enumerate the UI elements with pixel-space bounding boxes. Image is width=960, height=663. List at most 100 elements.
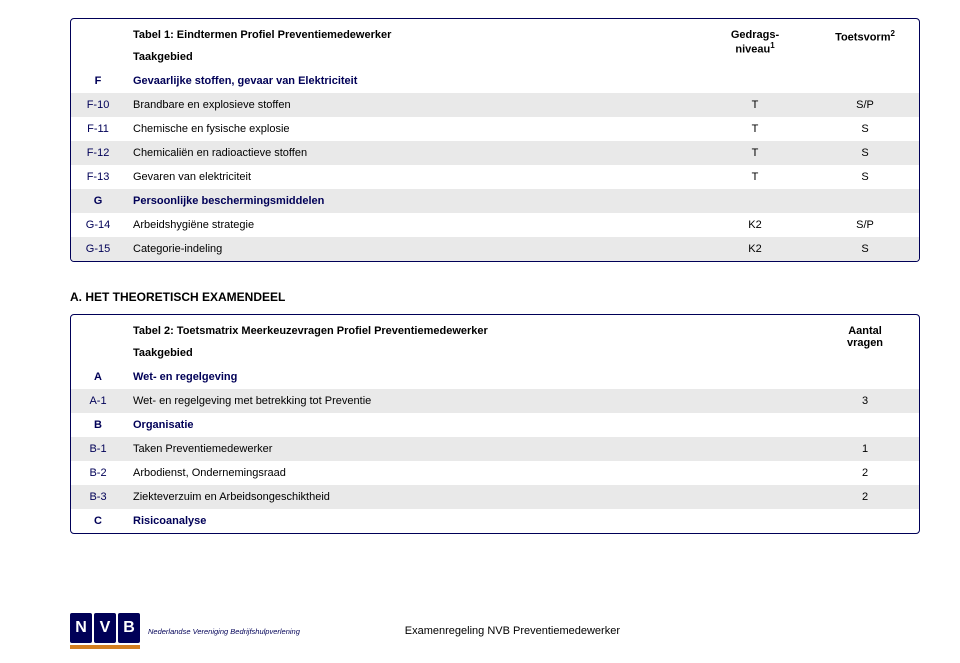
table1-row-desc: Categorie-indeling: [123, 237, 699, 261]
table1-row-code: F-13: [71, 165, 123, 189]
table1-title: Tabel 1: Eindtermen Profiel Preventiemed…: [133, 29, 691, 41]
table1-row-form: [809, 189, 919, 213]
table1-row-form: [809, 69, 919, 93]
table1-row-level: [699, 69, 809, 93]
logo-subtitle: Nederlandse Vereniging Bedrijfshulpverle…: [148, 627, 300, 636]
logo-letter-b: B: [118, 613, 140, 643]
table1-row-level: T: [699, 93, 809, 117]
table1-row-code: F-11: [71, 117, 123, 141]
table1-row-desc: Persoonlijke beschermingsmiddelen: [123, 189, 699, 213]
table1-row-desc: Chemicaliën en radioactieve stoffen: [123, 141, 699, 165]
table2-row-code: A: [71, 365, 123, 389]
table1: Tabel 1: Eindtermen Profiel Preventiemed…: [71, 19, 919, 261]
table1-row: G-14Arbeidshygiëne strategieK2S/P: [71, 213, 919, 237]
table1-row-level: [699, 189, 809, 213]
table1-row-desc: Chemische en fysische explosie: [123, 117, 699, 141]
table1-row: G-15Categorie-indelingK2S: [71, 237, 919, 261]
table2-row: B-3Ziekteverzuim en Arbeidsongeschikthei…: [71, 485, 919, 509]
table1-sup2: 2: [890, 29, 894, 38]
table2-title: Tabel 2: Toetsmatrix Meerkeuzevragen Pro…: [133, 325, 801, 337]
table2-row: B-1Taken Preventiemedewerker1: [71, 437, 919, 461]
table1-sup1: 1: [770, 41, 774, 50]
table1-row-desc: Gevaarlijke stoffen, gevaar van Elektric…: [123, 69, 699, 93]
table2-row-desc: Taken Preventiemedewerker: [123, 437, 809, 461]
table1-row-form: S: [809, 117, 919, 141]
table2-row-count: [809, 509, 919, 533]
table2-container: Tabel 2: Toetsmatrix Meerkeuzevragen Pro…: [70, 314, 920, 534]
table1-row-form: S/P: [809, 93, 919, 117]
table2-row-desc: Wet- en regelgeving: [123, 365, 809, 389]
table1-row-form: S: [809, 141, 919, 165]
table1-row-code: G-15: [71, 237, 123, 261]
table2-col-count-text: Aantal vragen: [847, 325, 883, 349]
table2-row: BOrganisatie: [71, 413, 919, 437]
table2-taakgebied: Taakgebied: [133, 347, 801, 359]
table1-taakgebied: Taakgebied: [133, 51, 691, 63]
page-content: Tabel 1: Eindtermen Profiel Preventiemed…: [0, 0, 960, 534]
table1-row-code: G-14: [71, 213, 123, 237]
table2-header-empty: [71, 315, 123, 365]
table2-row-count: [809, 365, 919, 389]
table2-row-code: A-1: [71, 389, 123, 413]
logo-letter-v: V: [94, 613, 116, 643]
table1-row-form: S: [809, 165, 919, 189]
table1-row-code: F: [71, 69, 123, 93]
table1-row-code: F-12: [71, 141, 123, 165]
table1-row-code: G: [71, 189, 123, 213]
table1-row-desc: Brandbare en explosieve stoffen: [123, 93, 699, 117]
table2-row-code: B-3: [71, 485, 123, 509]
table1-row: GPersoonlijke beschermingsmiddelen: [71, 189, 919, 213]
table1-row-level: T: [699, 117, 809, 141]
footer-text: Examenregeling NVB Preventiemedewerker: [405, 625, 620, 637]
table2-row-desc: Wet- en regelgeving met betrekking tot P…: [123, 389, 809, 413]
table1-header-row: Tabel 1: Eindtermen Profiel Preventiemed…: [71, 19, 919, 69]
table1-header-empty: [71, 19, 123, 69]
table1-row-level: K2: [699, 213, 809, 237]
table2-title-cell: Tabel 2: Toetsmatrix Meerkeuzevragen Pro…: [123, 315, 809, 365]
table1-row-form: S/P: [809, 213, 919, 237]
page-footer: N V B Nederlandse Vereniging Bedrijfshul…: [70, 613, 920, 649]
table1-row: F-10Brandbare en explosieve stoffenTS/P: [71, 93, 919, 117]
table2-row-count: 1: [809, 437, 919, 461]
logo-mark-wrap: N V B: [70, 613, 140, 649]
section-a-heading: A. HET THEORETISCH EXAMENDEEL: [70, 290, 920, 304]
table1-container: Tabel 1: Eindtermen Profiel Preventiemed…: [70, 18, 920, 262]
table1-col-form-text: Toetsvorm: [835, 32, 890, 44]
table2-row: CRisicoanalyse: [71, 509, 919, 533]
table1-row-form: S: [809, 237, 919, 261]
table1-row: F-13Gevaren van elektriciteitTS: [71, 165, 919, 189]
table2-row: AWet- en regelgeving: [71, 365, 919, 389]
logo-underline: [70, 645, 140, 649]
logo-letter-n: N: [70, 613, 92, 643]
table1-col-level: Gedrags- niveau1: [699, 19, 809, 69]
table1-row-desc: Gevaren van elektriciteit: [123, 165, 699, 189]
table1-row-level: T: [699, 165, 809, 189]
table2-row-code: B-1: [71, 437, 123, 461]
table2-row-desc: Arbodienst, Ondernemingsraad: [123, 461, 809, 485]
table2-row-count: 2: [809, 461, 919, 485]
table1-row-level: T: [699, 141, 809, 165]
table2-row-count: [809, 413, 919, 437]
table1-row: FGevaarlijke stoffen, gevaar van Elektri…: [71, 69, 919, 93]
table2-row-code: B: [71, 413, 123, 437]
table1-row: F-12Chemicaliën en radioactieve stoffenT…: [71, 141, 919, 165]
table2-row-desc: Risicoanalyse: [123, 509, 809, 533]
table2-row-code: C: [71, 509, 123, 533]
table2-row-desc: Ziekteverzuim en Arbeidsongeschiktheid: [123, 485, 809, 509]
table1-row-level: K2: [699, 237, 809, 261]
nvb-logo: N V B Nederlandse Vereniging Bedrijfshul…: [70, 613, 300, 649]
table2-row-count: 3: [809, 389, 919, 413]
table2-header-row: Tabel 2: Toetsmatrix Meerkeuzevragen Pro…: [71, 315, 919, 365]
table1-row: F-11Chemische en fysische explosieTS: [71, 117, 919, 141]
table2: Tabel 2: Toetsmatrix Meerkeuzevragen Pro…: [71, 315, 919, 533]
table1-row-code: F-10: [71, 93, 123, 117]
table2-row: B-2Arbodienst, Ondernemingsraad2: [71, 461, 919, 485]
table1-title-cell: Tabel 1: Eindtermen Profiel Preventiemed…: [123, 19, 699, 69]
logo-mark: N V B: [70, 613, 140, 643]
table1-row-desc: Arbeidshygiëne strategie: [123, 213, 699, 237]
table1-col-form: Toetsvorm2: [809, 19, 919, 69]
table2-row: A-1Wet- en regelgeving met betrekking to…: [71, 389, 919, 413]
table2-row-count: 2: [809, 485, 919, 509]
table2-row-code: B-2: [71, 461, 123, 485]
table2-row-desc: Organisatie: [123, 413, 809, 437]
